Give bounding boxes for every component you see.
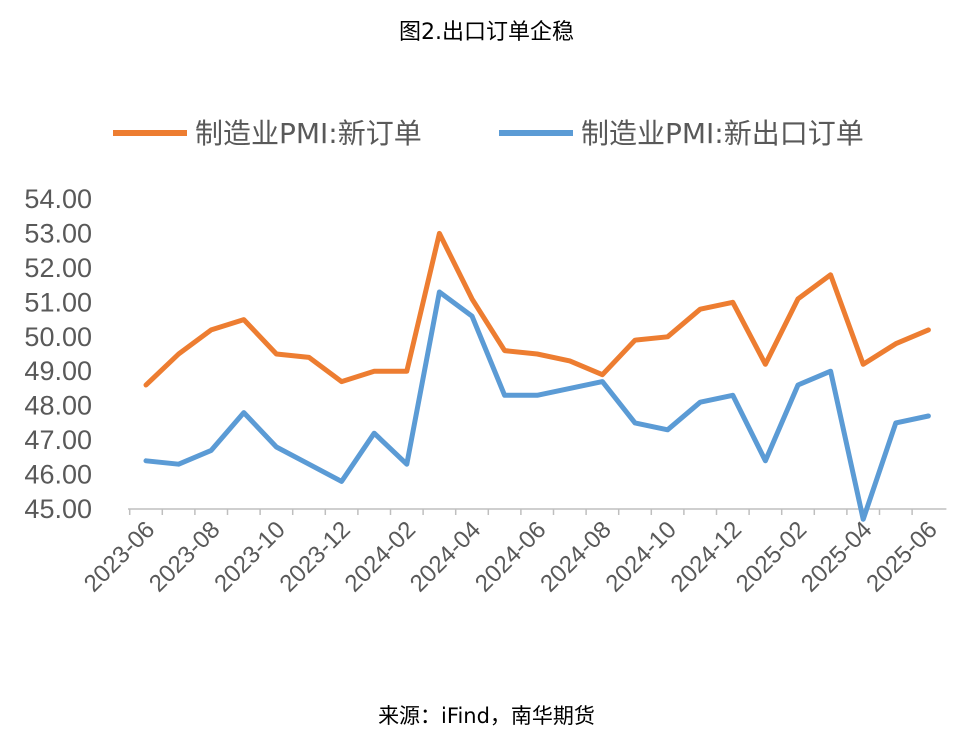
y-tick-label: 46.00 (24, 460, 92, 490)
y-tick-label: 49.00 (24, 356, 92, 386)
x-tick-label: 2023-08 (144, 516, 225, 597)
x-tick-label: 2023-12 (274, 516, 355, 597)
x-tick-label: 2024-08 (535, 516, 616, 597)
x-tick-label: 2024-06 (470, 516, 551, 597)
y-axis: 54.00 53.00 52.00 51.00 50.00 49.00 48.00 47.00… (24, 184, 92, 524)
x-axis: 2023-062023-082023-102023-122024-022024-… (79, 508, 947, 598)
y-tick-label: 52.00 (24, 253, 92, 283)
chart-title: 图2.出口订单企稳 (399, 20, 574, 45)
source-note: 来源：iFind，南华期货 (378, 704, 595, 728)
x-tick-label: 2023-06 (79, 516, 160, 597)
y-tick-label: 51.00 (24, 287, 92, 317)
x-tick-label: 2024-04 (405, 516, 486, 597)
y-tick-label: 54.00 (24, 184, 92, 214)
x-tick-label: 2023-10 (209, 516, 290, 597)
y-tick-label: 48.00 (24, 391, 92, 421)
series-line-2 (143, 289, 931, 522)
x-tick-label: 2025-04 (796, 516, 877, 597)
y-tick-label: 53.00 (24, 218, 92, 248)
y-tick-label: 45.00 (24, 494, 92, 524)
x-tick-label: 2025-06 (861, 516, 942, 597)
x-tick-label: 2024-10 (600, 516, 681, 597)
legend: 制造业PMI:新订单 制造业PMI:新出口订单 (113, 117, 864, 150)
y-tick-label: 50.00 (24, 322, 92, 352)
plot-area (143, 230, 931, 522)
legend-label: 制造业PMI:新订单 (195, 117, 422, 150)
x-tick-label: 2025-02 (731, 516, 812, 597)
x-tick-label: 2024-02 (340, 516, 421, 597)
series-line-1 (143, 230, 931, 388)
x-tick-label: 2024-12 (666, 516, 747, 597)
y-tick-label: 47.00 (24, 425, 92, 455)
legend-label: 制造业PMI:新出口订单 (581, 117, 864, 150)
